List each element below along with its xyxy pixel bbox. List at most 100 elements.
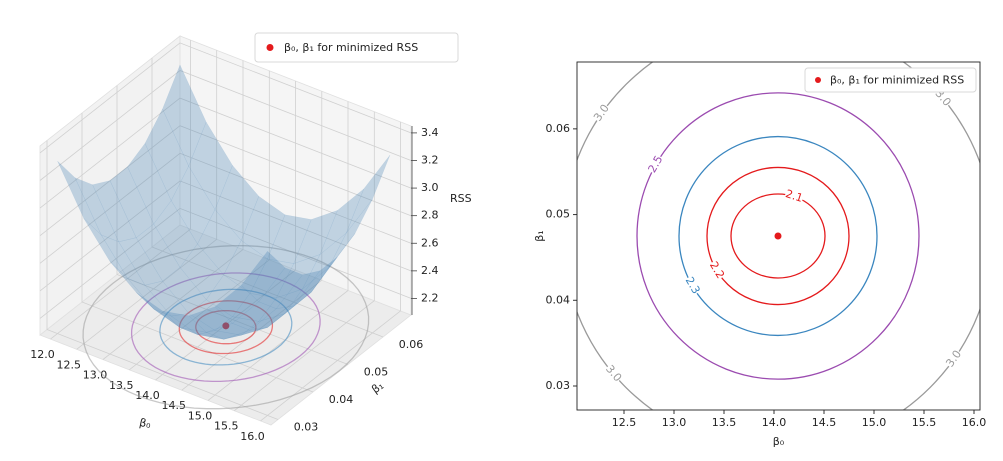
surface-patch bbox=[214, 164, 260, 241]
surface-patch bbox=[311, 233, 356, 293]
z-tick-label: 2.6 bbox=[421, 236, 439, 249]
surface-patch bbox=[293, 209, 338, 265]
surface-patch bbox=[241, 313, 286, 336]
surface-patch bbox=[319, 188, 365, 256]
floor-contour bbox=[159, 288, 293, 366]
surface-patch bbox=[179, 327, 224, 340]
surface-patch bbox=[275, 254, 321, 299]
y-tick-label: 0.03 bbox=[546, 379, 571, 392]
surface-patch bbox=[197, 209, 242, 276]
surface-patch bbox=[92, 180, 137, 243]
surface-patch bbox=[179, 243, 225, 301]
surface-patch bbox=[135, 223, 181, 282]
surface-patch bbox=[109, 166, 155, 239]
legend-marker bbox=[266, 44, 274, 51]
surface-patch bbox=[188, 121, 233, 211]
surface-patch bbox=[214, 284, 260, 324]
min-point bbox=[774, 232, 782, 240]
x-tick-label: 13.0 bbox=[662, 416, 687, 429]
surface-patch bbox=[118, 237, 163, 286]
surface-patch bbox=[170, 313, 216, 335]
surface-patch bbox=[153, 308, 198, 335]
z-tick-label: 2.2 bbox=[421, 291, 439, 304]
x-tick-label: 13.0 bbox=[83, 369, 108, 382]
surface-patch bbox=[136, 292, 181, 328]
contour-label-bg bbox=[944, 348, 965, 370]
grid-line bbox=[39, 125, 412, 237]
x-tick-label: 14.0 bbox=[135, 389, 160, 402]
grid-line bbox=[102, 60, 244, 360]
surface-patch bbox=[302, 232, 347, 290]
y-tick-label: 0.05 bbox=[364, 366, 389, 379]
surface-patch bbox=[170, 165, 216, 245]
grid-line bbox=[39, 70, 412, 181]
contour-layer: 2.12.22.32.53.03.03.03.0 bbox=[577, 62, 980, 410]
surface-patch bbox=[161, 310, 208, 333]
surface-patch bbox=[232, 293, 277, 322]
floor-contour bbox=[130, 272, 321, 383]
surface-patch bbox=[57, 160, 102, 236]
contour-label-bg bbox=[706, 259, 727, 282]
contour-line bbox=[636, 92, 920, 380]
surface-patch bbox=[214, 316, 260, 336]
grid-line bbox=[76, 50, 218, 350]
grid-line bbox=[234, 111, 375, 412]
surface-patch bbox=[267, 292, 312, 328]
grid-line bbox=[129, 70, 270, 371]
surface-patch bbox=[346, 154, 391, 234]
surface-patch bbox=[127, 277, 172, 317]
contour-label-bg bbox=[602, 362, 624, 385]
grid-line bbox=[260, 121, 401, 422]
grid-line bbox=[207, 101, 349, 401]
surface-patch bbox=[275, 270, 321, 310]
x-tick-label: 15.0 bbox=[188, 409, 213, 422]
z-tick-label: 3.0 bbox=[421, 181, 439, 194]
grid-line bbox=[39, 180, 412, 292]
contour-label-bg bbox=[783, 188, 805, 206]
z-tick-label: 3.4 bbox=[421, 126, 439, 139]
x-tick-label: 13.5 bbox=[109, 379, 134, 392]
surface-patch bbox=[162, 64, 207, 167]
contour-line bbox=[706, 166, 850, 306]
surface-patch bbox=[205, 323, 251, 340]
grid-line bbox=[155, 81, 296, 381]
x-tick-label: 16.0 bbox=[962, 416, 987, 429]
surface-patch bbox=[188, 299, 233, 331]
grid-line bbox=[116, 85, 349, 365]
x-tick-label: 12.5 bbox=[57, 358, 82, 371]
surface-patch bbox=[83, 218, 128, 279]
x-tick-label: 14.5 bbox=[812, 416, 837, 429]
axes-frame bbox=[576, 61, 981, 411]
contour-label-bg bbox=[591, 102, 612, 124]
grid-line bbox=[39, 152, 412, 264]
contour-line bbox=[678, 135, 878, 337]
surface-patch bbox=[284, 267, 330, 314]
surface-patch bbox=[144, 280, 190, 317]
surface-patch bbox=[144, 108, 189, 202]
x-tick-label: 12.5 bbox=[612, 416, 637, 429]
floor-contour bbox=[195, 309, 257, 345]
surface-patch bbox=[188, 306, 233, 333]
surface-patch bbox=[258, 288, 304, 322]
surface-patch bbox=[109, 261, 154, 310]
z-tick-label: 2.4 bbox=[421, 264, 439, 277]
y-tick-label: 0.06 bbox=[399, 338, 424, 351]
contour-label-bg bbox=[682, 274, 702, 297]
floor-contour bbox=[178, 300, 274, 355]
min-point bbox=[222, 322, 230, 330]
grid-line bbox=[46, 140, 279, 420]
surface-patch bbox=[100, 234, 146, 286]
x-axis-label: β₀ bbox=[773, 435, 785, 448]
surface-patch bbox=[240, 195, 286, 260]
legend-label: β₀, β₁ for minimized RSS bbox=[284, 41, 418, 54]
surface-patch bbox=[249, 258, 295, 299]
contour-line bbox=[730, 193, 826, 279]
y-tick-label: 0.04 bbox=[329, 393, 354, 406]
surface-patch bbox=[197, 330, 242, 340]
surface-patch bbox=[240, 250, 286, 303]
grid-line bbox=[81, 113, 314, 393]
surface-patch bbox=[205, 274, 251, 318]
surface-patch bbox=[223, 240, 268, 294]
legend-box bbox=[804, 67, 977, 93]
grid-line bbox=[39, 97, 412, 209]
